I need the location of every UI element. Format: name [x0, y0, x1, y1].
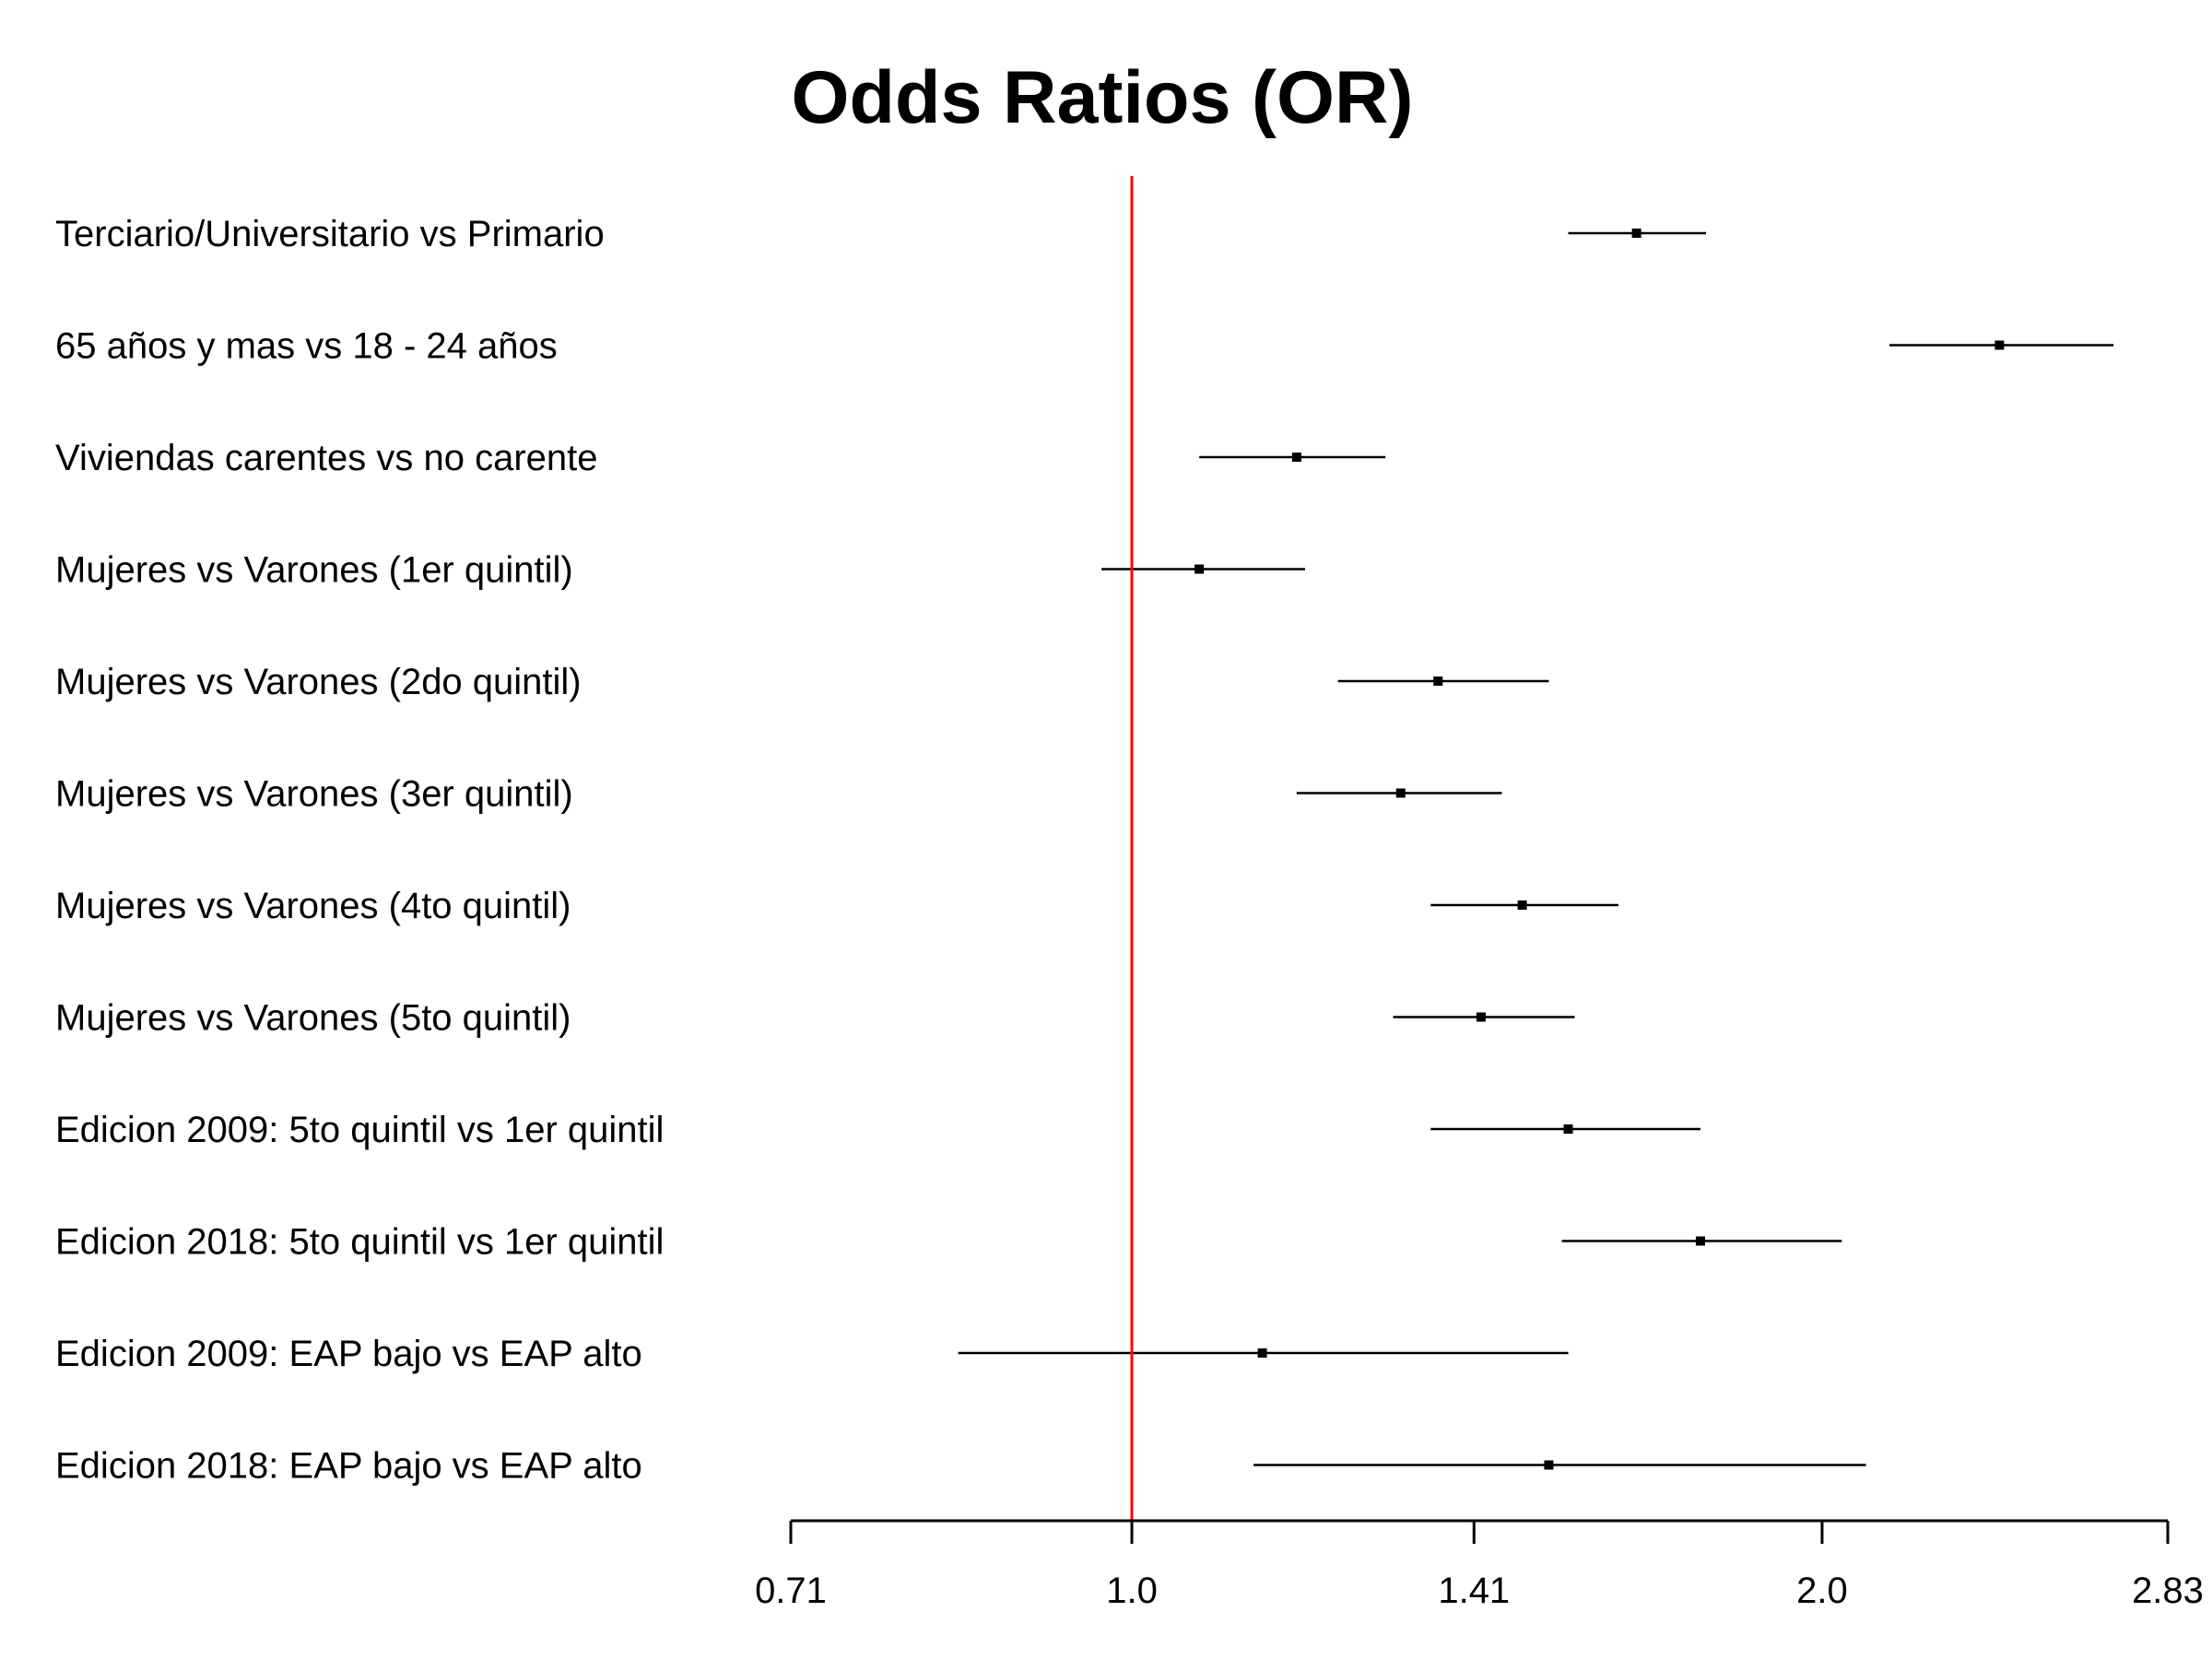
x-tick-label: 0.71: [755, 1571, 827, 1611]
or-point: [1517, 900, 1527, 910]
or-point: [1476, 1012, 1486, 1022]
or-point: [1194, 564, 1205, 574]
row-label: Edicion 2018: EAP bajo vs EAP alto: [55, 1446, 642, 1487]
row-label: Terciario/Universitario vs Primario: [55, 214, 605, 254]
or-point: [1563, 1124, 1573, 1134]
forest-row: Mujeres vs Varones (4to quintil): [55, 886, 1618, 926]
row-label: 65 años y mas vs 18 - 24 años: [55, 326, 558, 367]
or-point: [1291, 453, 1301, 462]
x-tick-label: 2.0: [1796, 1571, 1848, 1611]
forest-row: Mujeres vs Varones (2do quintil): [55, 662, 1549, 702]
forest-row: 65 años y mas vs 18 - 24 años: [55, 326, 2114, 367]
x-axis: 0.71 1.0 1.41 2.0 2.83: [755, 1519, 2204, 1611]
or-point: [1395, 788, 1406, 798]
row-label: Mujeres vs Varones (5to quintil): [55, 998, 571, 1039]
or-point: [1994, 340, 2005, 350]
forest-row: Mujeres vs Varones (3er quintil): [55, 774, 1502, 815]
row-label: Edicion 2009: EAP bajo vs EAP alto: [55, 1334, 642, 1374]
forest-row: Viviendas carentes vs no carente: [55, 438, 1386, 478]
row-label: Mujeres vs Varones (4to quintil): [55, 886, 571, 926]
row-label: Mujeres vs Varones (1er quintil): [55, 550, 573, 591]
forest-row: Mujeres vs Varones (1er quintil): [55, 550, 1305, 591]
or-point: [1544, 1460, 1554, 1470]
row-label: Mujeres vs Varones (2do quintil): [55, 662, 582, 702]
forest-row: Edicion 2018: EAP bajo vs EAP alto: [55, 1446, 1866, 1487]
row-label: Edicion 2009: 5to quintil vs 1er quintil: [55, 1110, 664, 1150]
x-tick-label: 1.41: [1438, 1571, 1510, 1611]
or-point: [1631, 229, 1641, 238]
row-label: Mujeres vs Varones (3er quintil): [55, 774, 573, 815]
forest-row: Edicion 2018: 5to quintil vs 1er quintil: [55, 1222, 1842, 1263]
forest-row: Terciario/Universitario vs Primario: [55, 214, 1707, 254]
x-tick-label: 2.83: [2132, 1571, 2204, 1611]
or-point: [1433, 677, 1443, 686]
rows-group: Terciario/Universitario vs Primario 65 añ…: [55, 214, 2114, 1487]
forest-row: Edicion 2009: EAP bajo vs EAP alto: [55, 1334, 1569, 1374]
forest-row: Mujeres vs Varones (5to quintil): [55, 998, 1575, 1039]
forest-row: Edicion 2009: 5to quintil vs 1er quintil: [55, 1110, 1700, 1150]
or-point: [1695, 1236, 1705, 1246]
x-tick-label: 1.0: [1106, 1571, 1158, 1611]
chart-title: Odds Ratios (OR): [791, 56, 1413, 139]
or-point: [1257, 1348, 1267, 1358]
row-label: Edicion 2018: 5to quintil vs 1er quintil: [55, 1222, 664, 1263]
row-label: Viviendas carentes vs no carente: [55, 438, 598, 478]
